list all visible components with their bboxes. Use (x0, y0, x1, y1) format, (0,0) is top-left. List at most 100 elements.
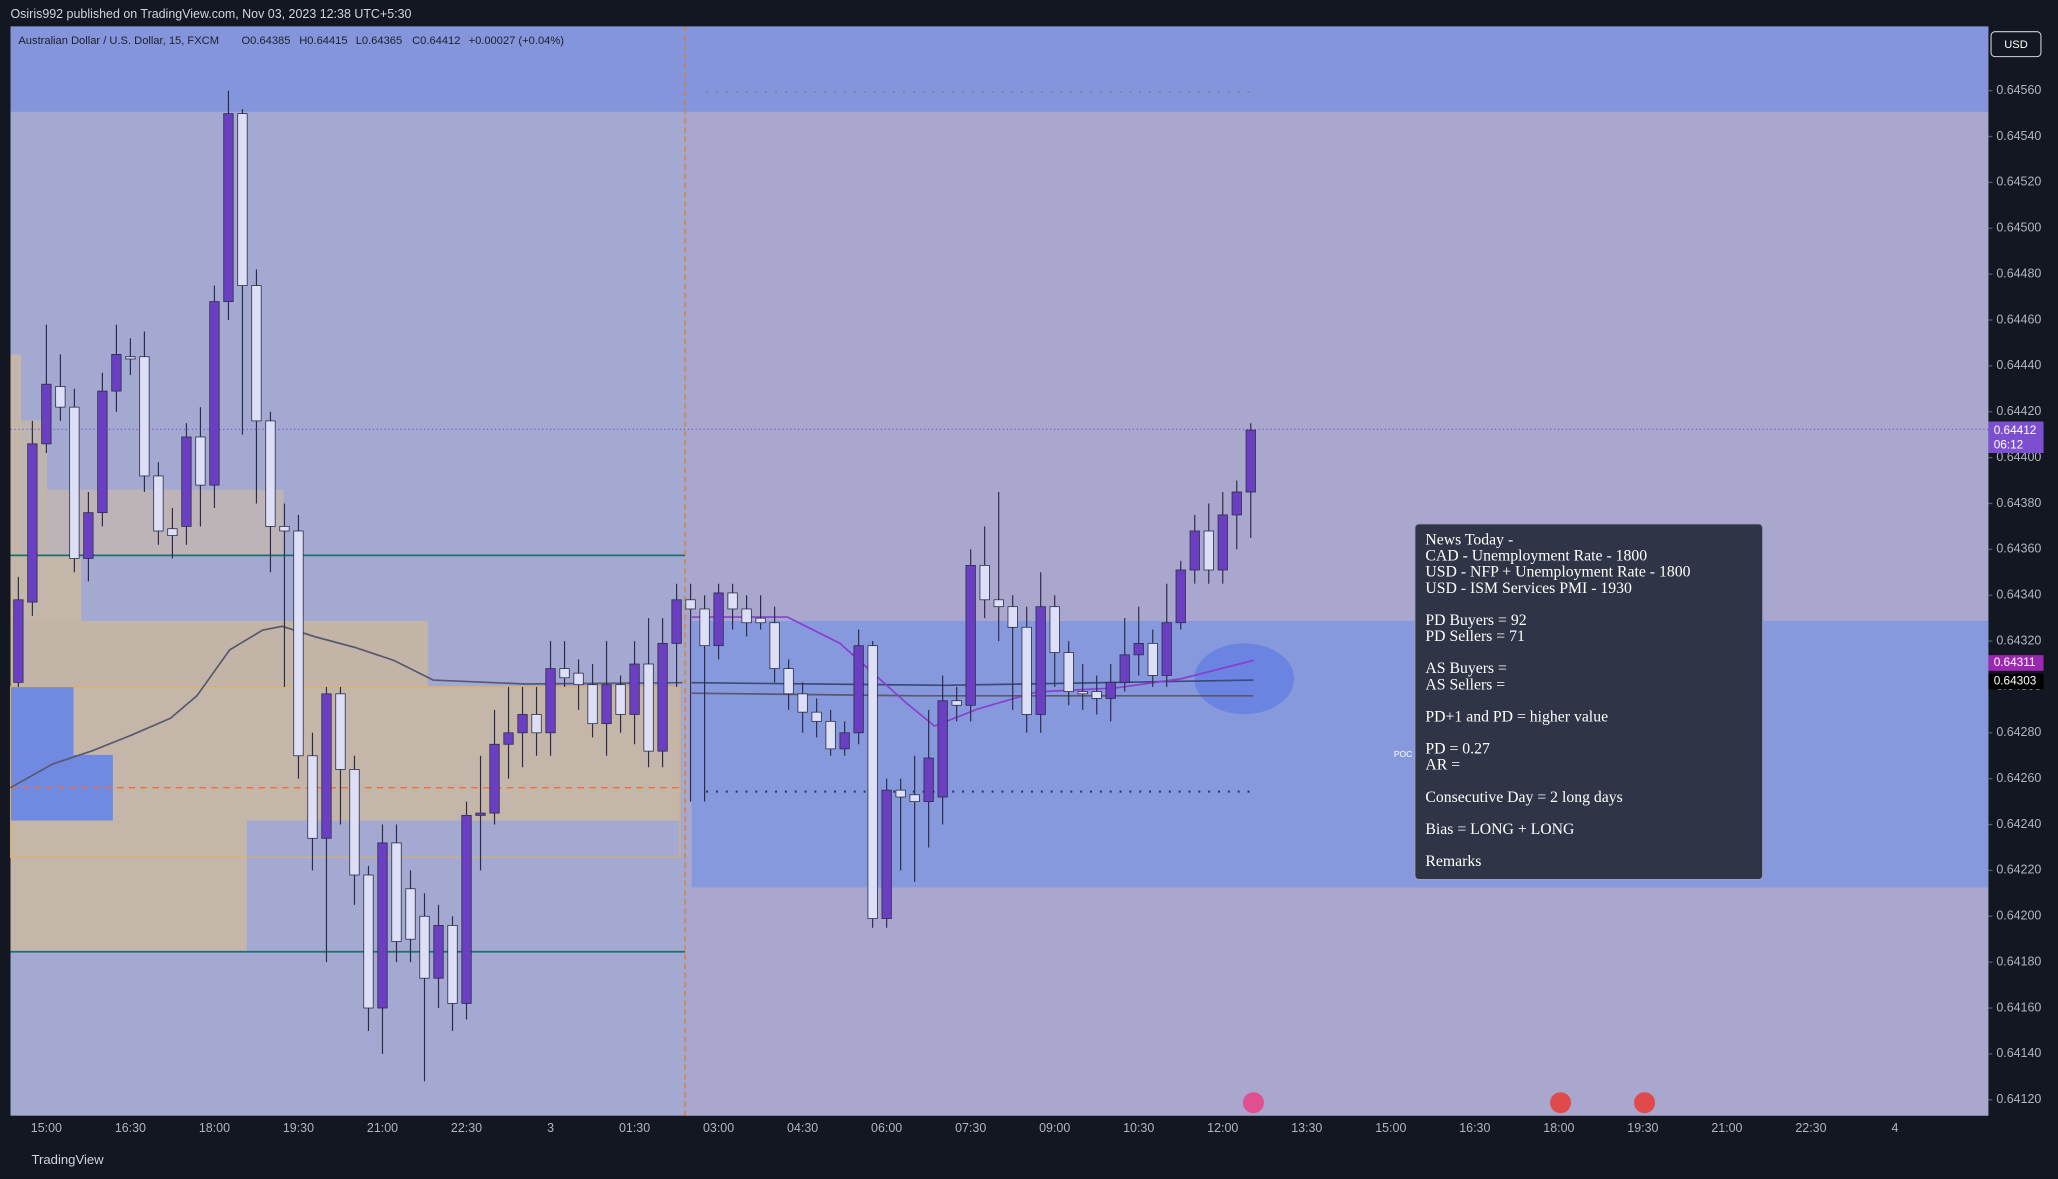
x-tick-label: 07:30 (955, 1121, 986, 1135)
y-tick-label: 0.64180 (1996, 954, 2041, 968)
candle-body (587, 684, 598, 725)
note-line: AR = (1425, 757, 1460, 774)
price-axis (1988, 26, 2058, 1116)
candle-body (1147, 642, 1158, 676)
x-tick-label: 16:30 (1459, 1121, 1490, 1135)
candle-body (391, 842, 402, 942)
note-line: AS Sellers = (1425, 676, 1505, 693)
price-line-b: 0.64303 (1994, 674, 2037, 688)
currency-button[interactable] (1990, 31, 2042, 58)
candle-body (1077, 691, 1088, 695)
time-axis (0, 1115, 2058, 1143)
note-line: CAD - Unemployment Rate - 1800 (1425, 548, 1647, 565)
y-tick-label: 0.64280 (1996, 725, 2041, 739)
y-axis: 0.64120 0.64140 0.64160 0.64180 0.64200 0.642… (1988, 83, 2041, 1106)
y-tick-label: 0.64360 (1996, 542, 2041, 556)
candle-body (1091, 691, 1102, 699)
candle-body (377, 842, 388, 1009)
candle-body (951, 700, 962, 706)
candles (13, 90, 1256, 1082)
candle-body (55, 386, 66, 408)
y-tick-label: 0.64480 (1996, 266, 2041, 280)
candle-body (1021, 626, 1032, 715)
event-icon (1550, 1092, 1572, 1114)
note-line: Bias = LONG + LONG (1425, 821, 1574, 838)
zone-gray (47, 489, 284, 556)
moving-average (691, 679, 1254, 687)
candle-body (349, 769, 360, 876)
note-box (1414, 523, 1764, 881)
publisher: Osiris992 published on TradingView.com, … (11, 7, 412, 21)
candle-body (601, 684, 612, 725)
candle-body (783, 668, 794, 695)
zone-top (10, 26, 1989, 112)
x-tick-label: 01:30 (619, 1121, 650, 1135)
candle-body (195, 436, 206, 486)
candle-body (713, 592, 724, 647)
candle-body (825, 720, 836, 750)
x-tick-label: 06:00 (871, 1121, 902, 1135)
zone-tan (10, 354, 21, 690)
currency[interactable]: USD (2004, 39, 2028, 51)
zone-value (691, 621, 1989, 888)
candle-body (503, 732, 514, 745)
candle-body (615, 684, 626, 715)
x-tick-label: 03:00 (703, 1121, 734, 1135)
candle-body (909, 794, 920, 803)
price-tag (1988, 655, 2044, 671)
y-tick-label: 0.64240 (1996, 817, 2041, 831)
x-axis: 15:00 16:30 18:00 19:30 21:00 22:30 3 01:30 03:0… (31, 1121, 1899, 1135)
candle-body (41, 383, 52, 445)
candle-body (573, 672, 584, 686)
candle-body (335, 693, 346, 770)
y-tick-label: 0.64120 (1996, 1092, 2041, 1106)
note-line: USD - ISM Services PMI - 1930 (1425, 580, 1632, 597)
candle-body (727, 592, 738, 610)
note-line: PD+1 and PD = higher value (1425, 708, 1608, 725)
candle-body (1189, 530, 1200, 571)
candle-body (69, 406, 80, 559)
candle-body (867, 645, 878, 919)
candle-body (895, 789, 906, 798)
highlight-ellipse (1194, 643, 1295, 715)
price-tag (1988, 673, 2044, 690)
candle-body (1217, 514, 1228, 571)
candle-body (209, 301, 220, 486)
candle-body (531, 714, 542, 734)
candle-body (545, 668, 556, 734)
y-tick-label: 0.64520 (1996, 175, 2041, 189)
candle-body (559, 668, 570, 679)
candle-body (517, 714, 528, 734)
legend-change: +0.00027 (+0.04%) (469, 35, 565, 47)
candle-body (167, 528, 178, 536)
candle-body (1119, 654, 1130, 683)
zone-right (685, 111, 1989, 1116)
candle-body (13, 599, 24, 683)
candle-body (797, 693, 808, 713)
zone-blue (10, 686, 74, 755)
note-line: Consecutive Day = 2 long days (1425, 789, 1622, 806)
y-tick-label: 0.64140 (1996, 1046, 2041, 1060)
candle-body (307, 755, 318, 839)
x-tick-label: 22:30 (1795, 1121, 1826, 1135)
zone-tan (10, 820, 247, 952)
note-line: PD Buyers = 92 (1425, 612, 1526, 629)
candle-body (153, 475, 164, 532)
legend-close: C0.64412 (412, 35, 460, 47)
candle-body (237, 113, 248, 286)
candle-body (1133, 642, 1144, 656)
y-tick-label: 0.64500 (1996, 221, 2041, 235)
y-tick-label: 0.64220 (1996, 863, 2041, 877)
candle-body (1063, 652, 1074, 692)
y-tick-label: 0.64340 (1996, 588, 2041, 602)
candle-body (489, 743, 500, 814)
legend-high: H0.64415 (299, 35, 347, 47)
notes: News Today -CAD - Unemployment Rate - 18… (1425, 532, 1690, 871)
candle-body (433, 925, 444, 979)
x-tick-label: 18:00 (199, 1121, 230, 1135)
candle-body (643, 663, 654, 752)
countdown: 06:12 (1994, 437, 2024, 451)
x-tick-label: 13:30 (1291, 1121, 1322, 1135)
x-tick-label: 12:00 (1207, 1121, 1238, 1135)
